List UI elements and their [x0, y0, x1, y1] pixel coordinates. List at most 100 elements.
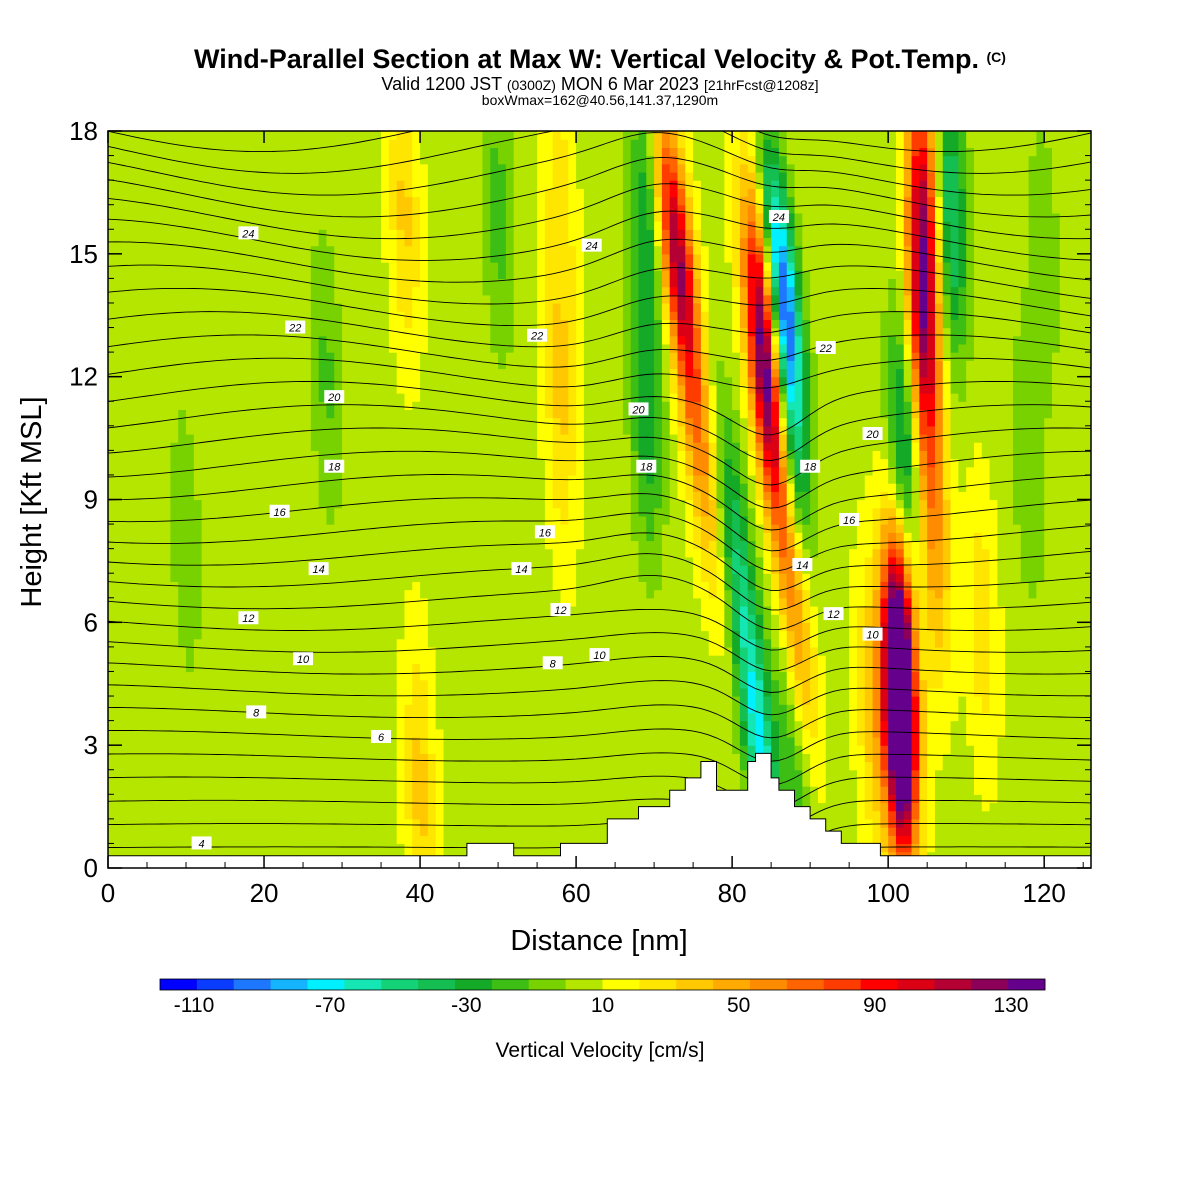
velocity-cell — [162, 450, 172, 460]
velocity-cell — [123, 540, 132, 550]
velocity-cell — [131, 139, 140, 148]
velocity-cell — [295, 352, 304, 361]
velocity-cell — [373, 180, 382, 189]
velocity-cell — [123, 769, 132, 779]
velocity-cell — [303, 352, 312, 361]
velocity-cell — [240, 573, 250, 582]
velocity-cell — [357, 810, 367, 820]
velocity-cell — [381, 573, 390, 582]
velocity-cell — [482, 507, 491, 517]
velocity-cell — [357, 474, 367, 484]
velocity-cell — [326, 712, 335, 722]
velocity-cell — [365, 753, 374, 763]
velocity-cell — [115, 769, 125, 779]
velocity-cell — [271, 212, 281, 222]
velocity-cell — [505, 417, 515, 427]
velocity-cell — [287, 565, 296, 574]
velocity-cell — [435, 696, 445, 705]
velocity-cell — [201, 777, 211, 787]
velocity-cell — [388, 581, 398, 591]
velocity-cell — [139, 180, 148, 189]
velocity-cell — [170, 401, 179, 411]
velocity-cell — [537, 663, 546, 673]
velocity-cell — [326, 548, 335, 558]
velocity-cell — [178, 368, 187, 378]
velocity-cell — [303, 384, 312, 394]
velocity-cell — [349, 589, 359, 599]
velocity-cell — [435, 131, 445, 140]
velocity-cell — [287, 286, 296, 296]
velocity-cell — [326, 139, 335, 148]
velocity-cell — [451, 262, 460, 271]
velocity-cell — [326, 221, 335, 230]
velocity-cell — [248, 630, 257, 640]
velocity-cell — [123, 384, 132, 394]
velocity-cell — [474, 155, 484, 165]
velocity-cell — [225, 622, 234, 632]
velocity-cell — [373, 221, 382, 230]
velocity-cell — [193, 573, 203, 582]
velocity-cell — [443, 262, 452, 271]
velocity-cell — [193, 761, 203, 771]
velocity-cell — [154, 409, 164, 419]
velocity-cell — [357, 802, 367, 812]
velocity-cell — [435, 474, 445, 484]
velocity-cell — [427, 696, 437, 705]
velocity-cell — [264, 245, 273, 255]
velocity-cell — [490, 425, 499, 435]
velocity-cell — [154, 286, 164, 296]
velocity-cell — [498, 818, 507, 828]
velocity-cell — [295, 704, 304, 714]
velocity-cell — [529, 818, 538, 828]
velocity-cell — [256, 384, 265, 394]
velocity-cell — [295, 638, 304, 648]
velocity-cell — [178, 294, 187, 304]
velocity-cell — [396, 212, 406, 222]
velocity-cell — [193, 196, 203, 206]
velocity-cell — [295, 696, 304, 705]
velocity-cell — [513, 589, 523, 599]
velocity-cell — [482, 237, 491, 247]
velocity-cell — [365, 327, 374, 337]
velocity-cell — [256, 638, 265, 648]
velocity-cell — [420, 171, 429, 181]
velocity-cell — [334, 720, 343, 730]
velocity-cell — [310, 835, 320, 845]
velocity-cell — [147, 458, 156, 468]
velocity-cell — [381, 491, 390, 501]
velocity-cell — [498, 499, 507, 509]
velocity-cell — [443, 401, 452, 411]
velocity-cell — [412, 573, 421, 582]
velocity-cell — [303, 302, 312, 312]
velocity-cell — [529, 761, 538, 771]
velocity-cell — [310, 147, 320, 157]
velocity-cell — [482, 302, 491, 312]
velocity-cell — [240, 524, 250, 533]
velocity-cell — [108, 745, 117, 754]
velocity-cell — [310, 581, 320, 591]
velocity-cell — [326, 155, 335, 165]
velocity-cell — [342, 802, 351, 812]
velocity-cell — [131, 802, 140, 812]
velocity-cell — [365, 360, 374, 370]
velocity-cell — [342, 335, 351, 345]
velocity-cell — [131, 196, 140, 206]
velocity-cell — [334, 532, 343, 542]
velocity-cell — [115, 409, 125, 419]
velocity-cell — [521, 286, 530, 296]
velocity-cell — [123, 573, 132, 582]
velocity-cell — [427, 712, 437, 722]
velocity-cell — [396, 302, 406, 312]
velocity-cell — [388, 139, 398, 148]
velocity-cell — [474, 221, 484, 230]
velocity-cell — [162, 352, 172, 361]
velocity-cell — [201, 499, 211, 509]
velocity-cell — [420, 622, 429, 632]
velocity-cell — [513, 802, 523, 812]
velocity-cell — [123, 417, 132, 427]
velocity-cell — [482, 605, 491, 615]
velocity-cell — [396, 237, 406, 247]
velocity-cell — [529, 605, 538, 615]
velocity-cell — [466, 139, 476, 148]
velocity-cell — [435, 548, 445, 558]
